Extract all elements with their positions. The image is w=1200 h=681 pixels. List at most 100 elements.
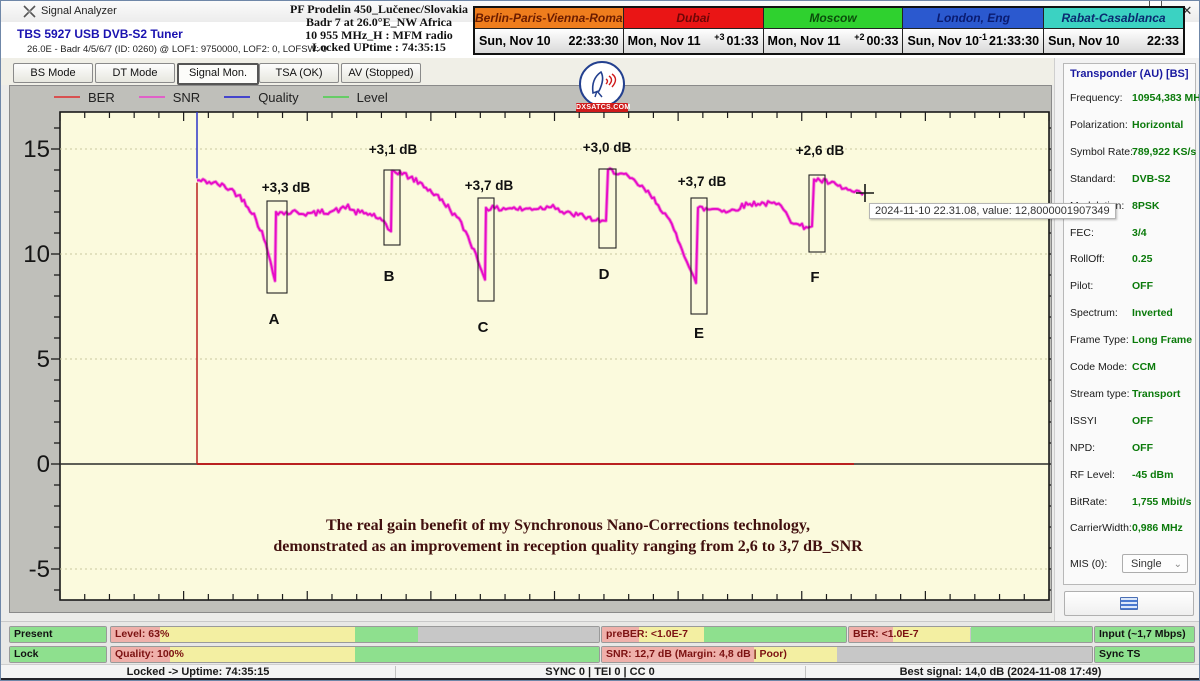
svg-text:+3,7 dB: +3,7 dB [465, 178, 514, 193]
tp-label: Spectrum: [1070, 307, 1118, 320]
status-sync: SYNC 0 | TEI 0 | CC 0 [545, 666, 655, 678]
tp-value: OFF [1132, 414, 1153, 427]
transponder-groupbox: Transponder (AU) [BS] Frequency: 10954,38… [1063, 63, 1199, 585]
status-uptime: Locked -> Uptime: 74:35:15 [126, 666, 270, 678]
gauge-segment-pink [111, 647, 170, 662]
svg-text:+3,7 dB: +3,7 dB [678, 174, 727, 189]
snr-chart-plot[interactable]: -5 0 5 10 15 +3,3 dB A +3,1 dB B +3,7 dB C +3,0 dB D… [10, 86, 1051, 612]
svg-text:-5: -5 [29, 556, 50, 583]
tab-dt-mode[interactable]: DT Mode [95, 63, 175, 83]
clock-city: Rabat-Casablanca [1044, 8, 1184, 29]
svg-text:A: A [269, 311, 280, 328]
tp-label: Polarization: [1070, 118, 1128, 131]
tab-bs-mode[interactable]: BS Mode [13, 63, 93, 83]
stream-list-icon [1120, 597, 1138, 610]
right-panel: Transponder (AU) [BS] Frequency: 10954,38… [1054, 58, 1199, 623]
clock-5: Rabat-Casablanca Sun, Nov 10 22:33 [1044, 8, 1184, 53]
tuner-details: 26.0E - Badr 4/5/6/7 (ID: 0260) @ LOF1: … [27, 44, 327, 55]
gauge-segment-pink [849, 627, 893, 642]
legend-label: SNR [172, 89, 201, 105]
tp-label: Stream type: [1070, 387, 1130, 400]
site-info-line: Locked UPtime : 74:35:15 [312, 40, 446, 55]
gauge-segment-green [704, 627, 846, 642]
gauge-segment-green [10, 647, 106, 662]
annotation-line: demonstrated as an improvement in recept… [273, 538, 863, 555]
transponder-row: Pilot: OFF [1070, 280, 1190, 292]
legend-item-quality: Quality [224, 89, 299, 105]
gauge-label: Level: 63% [115, 628, 170, 640]
snr-gauge: SNR: 12,7 dB (Margin: 4,8 dB | Poor) [601, 646, 1093, 663]
tp-label: CarrierWidth: [1070, 522, 1132, 535]
gauge-segment-green [10, 627, 106, 642]
legend-swatch [54, 96, 80, 98]
stream-list-button[interactable] [1064, 591, 1194, 616]
gauge-segment-green [355, 627, 419, 642]
gauge-label: Lock [14, 648, 39, 660]
status-divider [395, 666, 396, 678]
tp-label: ISSYI [1070, 414, 1097, 427]
svg-text:0: 0 [37, 451, 50, 478]
svg-text:15: 15 [23, 136, 50, 163]
tab-av-stopped[interactable]: AV (Stopped) [341, 63, 421, 83]
transponder-row: CarrierWidth: 0,986 MHz [1070, 522, 1190, 534]
gauge-segment-pink [111, 627, 160, 642]
tab-tsa-ok[interactable]: TSA (OK) [259, 63, 339, 83]
tab-signal-mon[interactable]: Signal Mon. [177, 63, 259, 85]
svg-text:F: F [810, 269, 819, 286]
window-title: Signal Analyzer [41, 5, 117, 17]
svg-text:5: 5 [37, 346, 50, 373]
gauge-segment-green [355, 647, 599, 662]
transponder-title: Transponder (AU) [BS] [1070, 68, 1189, 80]
legend-swatch [138, 96, 165, 98]
gauge-bar: Present Level: 63% preBER: <1.0E-7 BER: <1.… [1, 621, 1199, 665]
gauge-label: Sync TS [1099, 648, 1141, 660]
dxsatcs-logo: DXSATCS.COM [576, 61, 630, 112]
legend-label: BER [88, 89, 115, 105]
mis-dropdown[interactable]: Single ⌄ [1122, 554, 1188, 573]
gauge-label: Present [14, 628, 53, 640]
status-divider [805, 666, 806, 678]
legend-item-ber: BER [54, 90, 115, 105]
transponder-row: Symbol Rate: 789,922 KS/s [1070, 146, 1196, 158]
transponder-row: NPD: OFF [1070, 442, 1190, 454]
tp-label: NPD: [1070, 441, 1096, 454]
clock-city: Moscow [763, 8, 903, 29]
gauge-segment-yellow [638, 627, 705, 642]
transponder-row: Code Mode: CCM [1070, 361, 1190, 373]
gauge-segment-yellow [159, 627, 355, 642]
gauge-segment-yellow [753, 647, 838, 662]
input-gauge: Input (~1,7 Mbps) [1094, 626, 1195, 643]
legend-label: Level [356, 89, 388, 105]
status-bar: Locked -> Uptime: 74:35:15 SYNC 0 | TEI … [1, 664, 1199, 679]
tp-label: RollOff: [1070, 253, 1105, 266]
clock-1: Berlin-Paris-Vienna-Roma Sun, Nov 10 22:33… [475, 8, 624, 53]
tp-value: Horizontal [1132, 118, 1184, 131]
site-info-line: 10 955 MHz_H : MFM radio [305, 27, 453, 42]
legend-swatch [322, 96, 349, 98]
svg-text:+3,3 dB: +3,3 dB [262, 180, 311, 195]
tp-value: Transport [1132, 387, 1181, 400]
tp-label: FEC: [1070, 226, 1094, 239]
satellite-dish-icon [579, 61, 625, 107]
clock-3: Moscow Mon, Nov 11 +2 00:33 [763, 8, 904, 53]
tuner-name: TBS 5927 USB DVB-S2 Tuner [17, 27, 183, 41]
transponder-row: RollOff: 0.25 [1070, 253, 1190, 265]
tp-value: 0,986 MHz [1132, 522, 1183, 535]
ber-gauge: BER: <1.0E-7 [848, 626, 1093, 643]
gauge-label: preBER: <1.0E-7 [606, 628, 688, 640]
svg-text:C: C [478, 319, 489, 336]
transponder-row: Standard: DVB-S2 [1070, 173, 1190, 185]
tp-value: OFF [1132, 280, 1153, 293]
tp-value: -45 dBm [1132, 468, 1174, 481]
transponder-row: BitRate: 1,755 Mbit/s [1070, 496, 1192, 508]
legend-label: Quality [258, 89, 299, 105]
chart-annotation: The real gain benefit of my Synchronous … [150, 515, 986, 557]
legend-swatch [224, 96, 251, 98]
svg-text:+3,0 dB: +3,0 dB [583, 140, 632, 155]
gauge-label: Quality: 100% [115, 648, 184, 660]
close-button[interactable]: ✕ [1181, 3, 1193, 18]
preber-gauge: preBER: <1.0E-7 [601, 626, 847, 643]
taskbar-edge [1, 678, 1199, 680]
gauge-segment-gray [418, 627, 599, 642]
